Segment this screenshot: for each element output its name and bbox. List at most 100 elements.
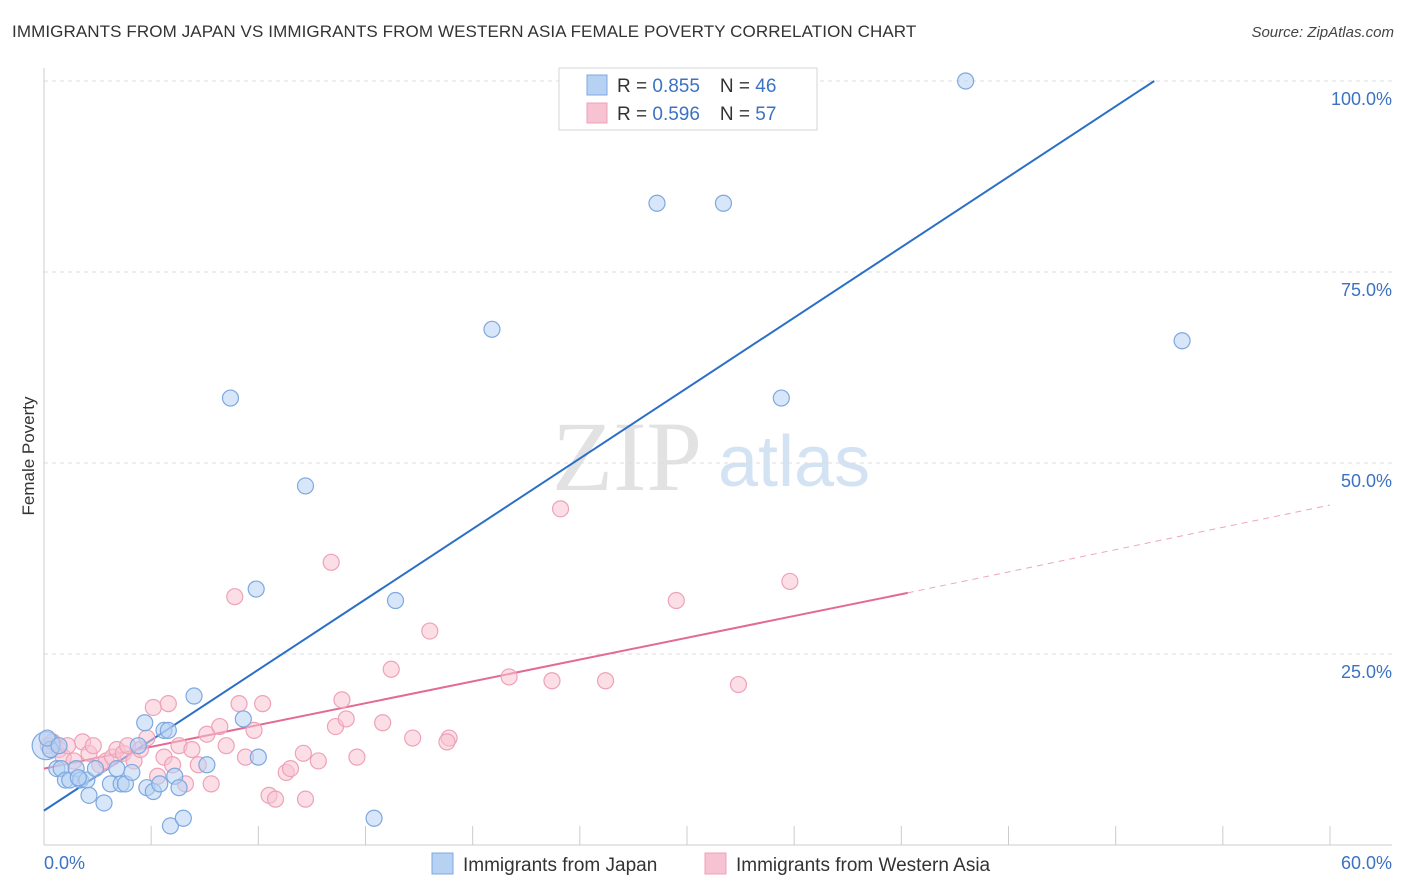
western-asia-point <box>211 717 229 736</box>
western-asia-point <box>729 675 748 694</box>
series-swatch-japan <box>431 852 454 875</box>
western-asia-point <box>404 729 422 747</box>
western-asia-point <box>281 759 300 778</box>
series-label-japan: Immigrants from Japan <box>463 855 657 876</box>
western-asia-point <box>254 695 272 713</box>
watermark-atlas: atlas <box>718 422 870 502</box>
western-asia-point <box>337 710 355 728</box>
legend-swatch-japan <box>586 74 608 96</box>
western-asia-point <box>230 695 248 713</box>
western-asia-point <box>245 721 263 740</box>
x-tick-label-max: 60.0% <box>1341 853 1392 873</box>
western-asia-point <box>217 737 235 755</box>
japan-point <box>185 687 203 705</box>
western-asia-point <box>84 737 102 755</box>
axis-ticks: 25.0% 50.0% 75.0% 100.0% <box>43 89 1392 845</box>
legend-r-label-1: R = <box>617 76 652 97</box>
japan-point <box>170 779 188 797</box>
western-asia-trend-extension <box>907 504 1331 594</box>
chart-title: IMMIGRANTS FROM JAPAN VS IMMIGRANTS FROM… <box>12 22 917 41</box>
japan-point <box>198 756 216 774</box>
western-asia-point <box>333 691 351 709</box>
japan-point <box>296 477 315 495</box>
legend-r-value-1: 0.855 <box>652 76 700 97</box>
western-asia-point <box>374 714 392 732</box>
western-asia-point <box>543 672 561 690</box>
western-asia-point <box>309 752 327 770</box>
western-asia-point <box>266 790 285 808</box>
western-asia-point <box>296 790 315 808</box>
western-asia-point <box>421 622 439 640</box>
series-legend: Immigrants from Japan Immigrants from We… <box>431 852 991 876</box>
series-label-western-asia: Immigrants from Western Asia <box>736 855 991 876</box>
western-asia-point <box>159 695 177 713</box>
legend-n-value-1: 46 <box>755 76 776 97</box>
legend-row-2: R = 0.596 N = 57 <box>617 104 776 125</box>
legend-swatch-western-asia <box>586 102 608 124</box>
legend-row-1: R = 0.855 N = 46 <box>617 76 776 97</box>
japan-trend-line <box>43 80 1155 812</box>
y-tick-label: 75.0% <box>1341 280 1392 300</box>
legend-r-label-2: R = <box>617 104 652 125</box>
japan-point <box>123 763 141 782</box>
gridlines <box>44 80 1392 655</box>
japan-point <box>50 737 68 755</box>
legend-n-label-1: N = <box>720 76 755 97</box>
western-asia-point <box>596 672 615 690</box>
western-asia-point <box>183 740 201 759</box>
japan-points <box>31 72 1191 835</box>
western-asia-point <box>198 725 216 743</box>
japan-point <box>95 794 113 812</box>
axes <box>43 68 1392 846</box>
japan-point <box>86 759 105 778</box>
japan-point <box>108 759 126 778</box>
japan-point <box>249 748 267 766</box>
japan-point <box>234 710 252 728</box>
y-tick-label: 25.0% <box>1341 662 1392 682</box>
western-asia-point <box>781 572 799 591</box>
y-axis-title: Female Poverty <box>19 396 38 516</box>
western-asia-point <box>551 500 570 518</box>
japan-point <box>151 775 169 793</box>
western-asia-point <box>500 668 518 686</box>
western-asia-point <box>382 660 400 678</box>
japan-point <box>174 809 192 827</box>
japan-point <box>247 580 265 598</box>
western-asia-point <box>294 744 312 762</box>
japan-point <box>772 389 790 407</box>
japan-point <box>386 591 405 610</box>
japan-point <box>129 737 147 755</box>
western-asia-point <box>438 733 456 751</box>
western-asia-point <box>202 775 220 793</box>
western-asia-points <box>39 500 799 808</box>
western-asia-point <box>348 748 366 766</box>
japan-point <box>136 714 154 732</box>
western-asia-point <box>144 698 162 717</box>
source-label: Source: ZipAtlas.com <box>1251 24 1394 41</box>
japan-point <box>159 721 177 740</box>
trend-lines <box>43 80 1331 812</box>
japan-point <box>69 769 87 787</box>
western-asia-point <box>322 553 340 571</box>
legend-r-value-2: 0.596 <box>652 104 700 125</box>
legend-n-value-2: 57 <box>755 104 776 125</box>
japan-point <box>161 817 180 835</box>
watermark-zip: ZIP <box>552 401 702 512</box>
japan-point <box>1173 332 1191 350</box>
x-tick-label-min: 0.0% <box>44 853 85 873</box>
japan-point <box>221 389 240 407</box>
western-asia-trend-line <box>43 591 908 770</box>
legend-n-label-2: N = <box>720 104 755 125</box>
japan-point <box>80 786 98 804</box>
japan-point <box>957 72 975 90</box>
series-swatch-western-asia <box>704 852 727 875</box>
japan-point <box>365 809 383 827</box>
japan-point <box>483 320 501 338</box>
western-asia-point <box>226 588 244 606</box>
correlation-legend: R = 0.855 N = 46 R = 0.596 N = 57 <box>558 67 818 131</box>
y-tick-label: 50.0% <box>1341 471 1392 491</box>
western-asia-point <box>667 591 685 610</box>
y-tick-label: 100.0% <box>1331 89 1392 109</box>
japan-point <box>714 194 733 212</box>
